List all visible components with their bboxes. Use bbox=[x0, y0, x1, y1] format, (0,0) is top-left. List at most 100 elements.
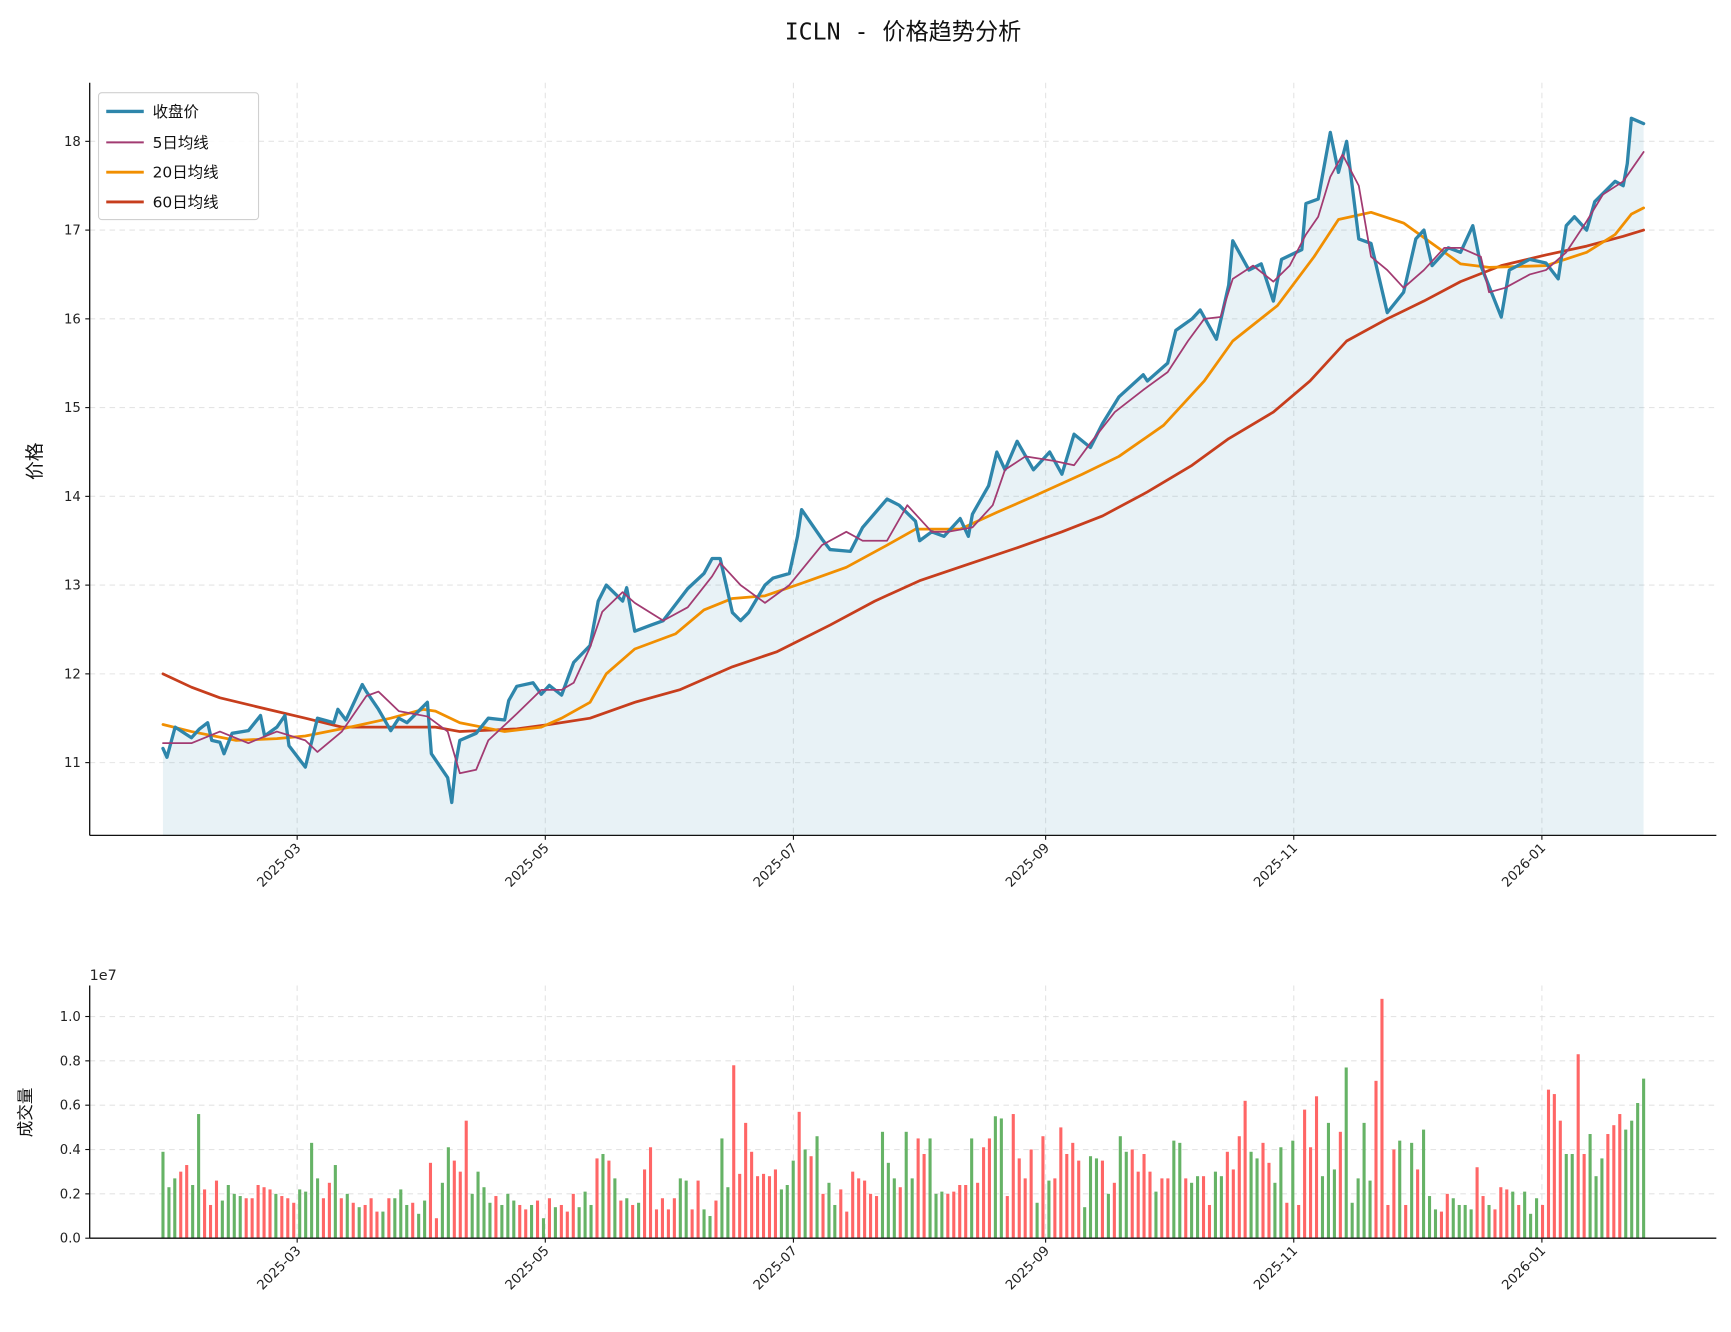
volume-bar bbox=[1558, 1120, 1562, 1239]
volume-bar bbox=[1404, 1204, 1408, 1239]
volume-bar bbox=[880, 1131, 885, 1239]
volume-bar bbox=[803, 1149, 807, 1239]
volume-bar bbox=[524, 1209, 528, 1239]
volume-y-tick-label: 0.0 bbox=[60, 1232, 81, 1247]
volume-bar bbox=[1481, 1196, 1485, 1239]
volume-bar bbox=[530, 1204, 534, 1239]
volume-bar bbox=[1219, 1176, 1223, 1239]
volume-bar bbox=[1059, 1127, 1063, 1239]
volume-offset-label: 1e7 bbox=[90, 968, 117, 984]
price-y-tick-label: 12 bbox=[64, 667, 81, 682]
volume-bar bbox=[869, 1193, 873, 1239]
volume-bar bbox=[726, 1187, 730, 1239]
volume-bar bbox=[321, 1198, 325, 1239]
volume-bar bbox=[1071, 1142, 1075, 1239]
volume-bar bbox=[1332, 1169, 1336, 1239]
volume-bar bbox=[1088, 1156, 1093, 1239]
volume-bar bbox=[672, 1198, 676, 1239]
volume-bar bbox=[405, 1204, 409, 1239]
volume-y-tick-label: 0.6 bbox=[60, 1099, 81, 1114]
volume-bar bbox=[1439, 1211, 1443, 1239]
volume-bar bbox=[1041, 1136, 1045, 1239]
volume-bar bbox=[226, 1185, 230, 1239]
volume-bar bbox=[238, 1196, 242, 1239]
volume-bar bbox=[1570, 1153, 1574, 1239]
price-lines bbox=[161, 116, 1646, 805]
ma5-line bbox=[162, 151, 1645, 775]
legend-item-ma60: 60日均线 bbox=[106, 193, 219, 211]
volume-bar bbox=[428, 1162, 433, 1239]
volume-bar bbox=[791, 1160, 795, 1239]
volume-bar bbox=[1552, 1094, 1556, 1239]
price-x-ticks: 2025-03 2025-05 2025-07 2025-09 2025-11 2026-… bbox=[255, 835, 1549, 891]
volume-bar bbox=[732, 1065, 736, 1239]
price-y-tick-label: 15 bbox=[64, 401, 81, 416]
volume-bar bbox=[797, 1111, 801, 1239]
volume-bar bbox=[1023, 1178, 1027, 1239]
volume-bar bbox=[1190, 1182, 1194, 1239]
volume-y-tick-label: 1.0 bbox=[60, 1010, 81, 1025]
legend-item-ma20: 20日均线 bbox=[106, 164, 219, 182]
price-y-tick-label: 17 bbox=[64, 224, 81, 239]
volume-bar bbox=[1047, 1180, 1051, 1239]
volume-bar bbox=[1338, 1131, 1342, 1239]
volume-bar bbox=[1326, 1122, 1330, 1239]
volume-bar bbox=[1029, 1149, 1033, 1239]
volume-bar bbox=[773, 1169, 777, 1239]
volume-bar bbox=[690, 1209, 694, 1239]
volume-bar bbox=[714, 1200, 718, 1239]
volume-bar bbox=[815, 1136, 819, 1239]
volume-bar bbox=[292, 1202, 296, 1239]
volume-bar bbox=[1582, 1153, 1586, 1239]
volume-bar bbox=[1445, 1193, 1449, 1239]
volume-bar bbox=[958, 1185, 962, 1239]
price-y-tick-label: 18 bbox=[64, 135, 81, 150]
volume-bar bbox=[809, 1156, 813, 1239]
volume-bar bbox=[298, 1189, 302, 1239]
volume-bar bbox=[750, 1151, 754, 1239]
volume-bar bbox=[316, 1178, 320, 1239]
volume-bar bbox=[1457, 1204, 1461, 1239]
volume-bar bbox=[446, 1147, 450, 1239]
volume-bar bbox=[191, 1185, 195, 1239]
volume-bar bbox=[851, 1171, 855, 1239]
volume-bar bbox=[1154, 1191, 1158, 1239]
volume-bar bbox=[488, 1202, 492, 1239]
volume-bar bbox=[518, 1204, 522, 1239]
volume-bar bbox=[1374, 1080, 1378, 1239]
volume-bar bbox=[702, 1209, 706, 1239]
volume-bar bbox=[476, 1171, 480, 1239]
volume-bar bbox=[779, 1189, 783, 1239]
volume-bar bbox=[423, 1200, 427, 1239]
volume-bar bbox=[1529, 1213, 1533, 1239]
volume-bar bbox=[1350, 1202, 1354, 1239]
volume-bar bbox=[1065, 1153, 1069, 1239]
volume-bar bbox=[708, 1216, 712, 1239]
volume-bar bbox=[928, 1138, 932, 1239]
volume-bar bbox=[1261, 1142, 1265, 1239]
volume-bar bbox=[631, 1204, 635, 1239]
volume-bar bbox=[1416, 1169, 1420, 1239]
volume-bar bbox=[411, 1202, 415, 1239]
volume-bar bbox=[393, 1198, 397, 1239]
price-x-tick-label: 2025-03 bbox=[255, 841, 305, 891]
volume-bar bbox=[244, 1198, 248, 1239]
volume-bar bbox=[1576, 1054, 1580, 1239]
price-x-tick-label: 2025-09 bbox=[1003, 841, 1053, 891]
volume-bar bbox=[286, 1198, 290, 1239]
volume-bar bbox=[310, 1142, 314, 1239]
legend-label-close: 收盘价 bbox=[153, 102, 199, 121]
price-x-tick-label: 2026-01 bbox=[1499, 841, 1549, 891]
volume-bar bbox=[214, 1180, 219, 1239]
volume-bar bbox=[1606, 1134, 1610, 1239]
price-y-tick-label: 16 bbox=[64, 312, 81, 327]
volume-bar bbox=[1053, 1178, 1057, 1239]
volume-bar bbox=[1285, 1202, 1289, 1239]
volume-bar bbox=[1160, 1178, 1164, 1239]
volume-bar bbox=[1237, 1136, 1241, 1239]
price-y-tick-label: 11 bbox=[64, 756, 81, 771]
price-x-tick-label: 2025-11 bbox=[1251, 841, 1301, 891]
volume-bar bbox=[1630, 1120, 1634, 1239]
